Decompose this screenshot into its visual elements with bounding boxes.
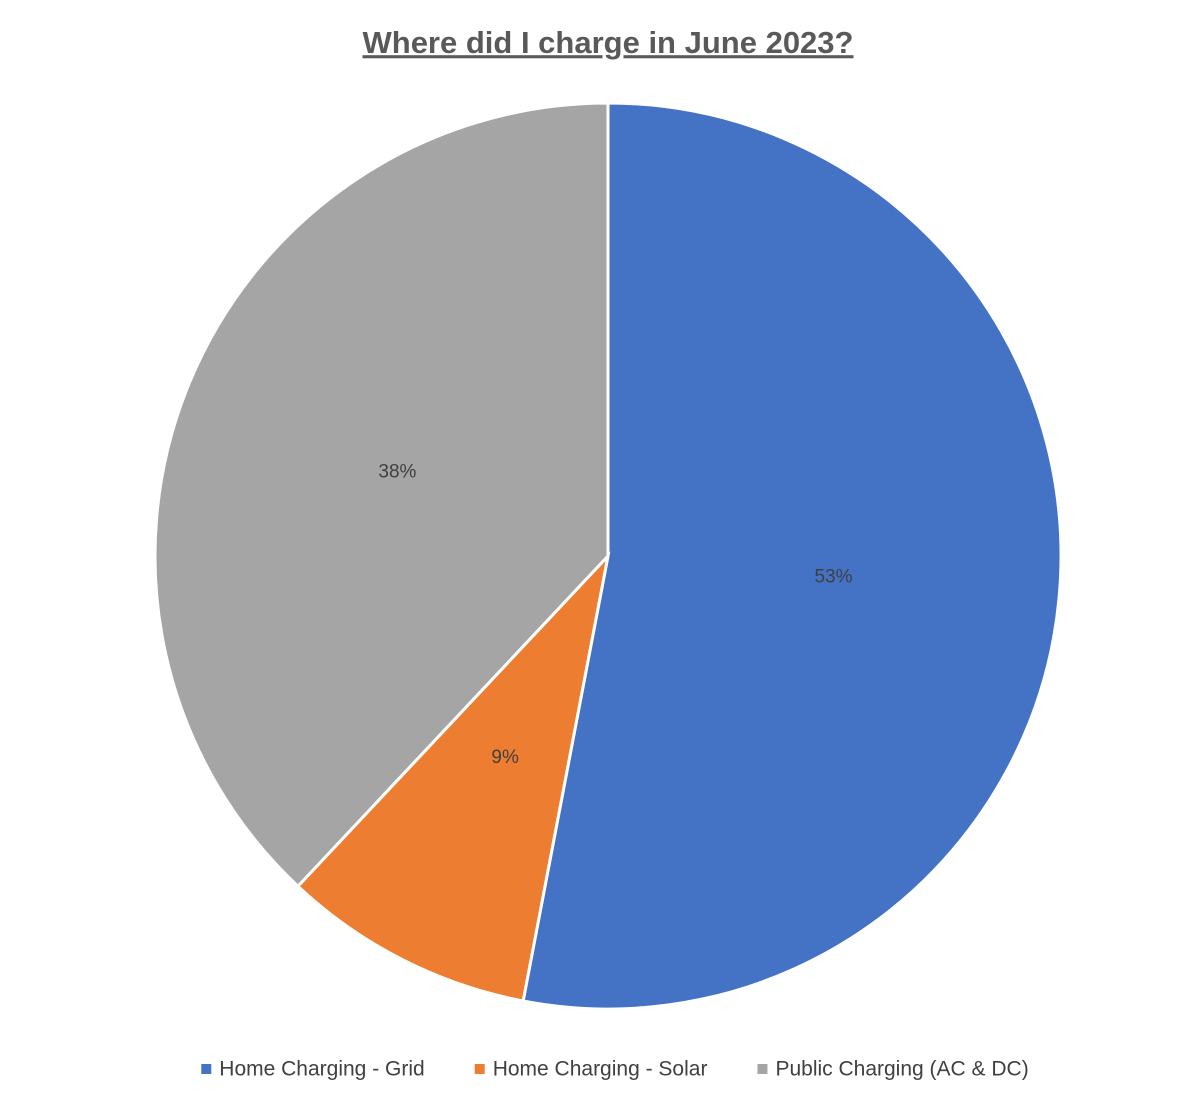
legend-label: Public Charging (AC & DC) — [775, 1058, 1028, 1081]
pie-slice — [153, 101, 610, 889]
chart-title: Where did I charge in June 2023? — [363, 25, 854, 60]
pie-slice — [521, 101, 1063, 1011]
legend-swatch — [201, 1064, 212, 1074]
legend-label: Home Charging - Grid — [219, 1058, 424, 1081]
data-label: 9% — [491, 747, 519, 768]
legend-swatch — [474, 1064, 485, 1074]
data-label: 38% — [378, 462, 416, 483]
legend-swatch — [757, 1064, 768, 1074]
pie-slice — [295, 551, 611, 1003]
legend-label: Home Charging - Solar — [493, 1058, 708, 1081]
data-label: 53% — [814, 566, 852, 587]
